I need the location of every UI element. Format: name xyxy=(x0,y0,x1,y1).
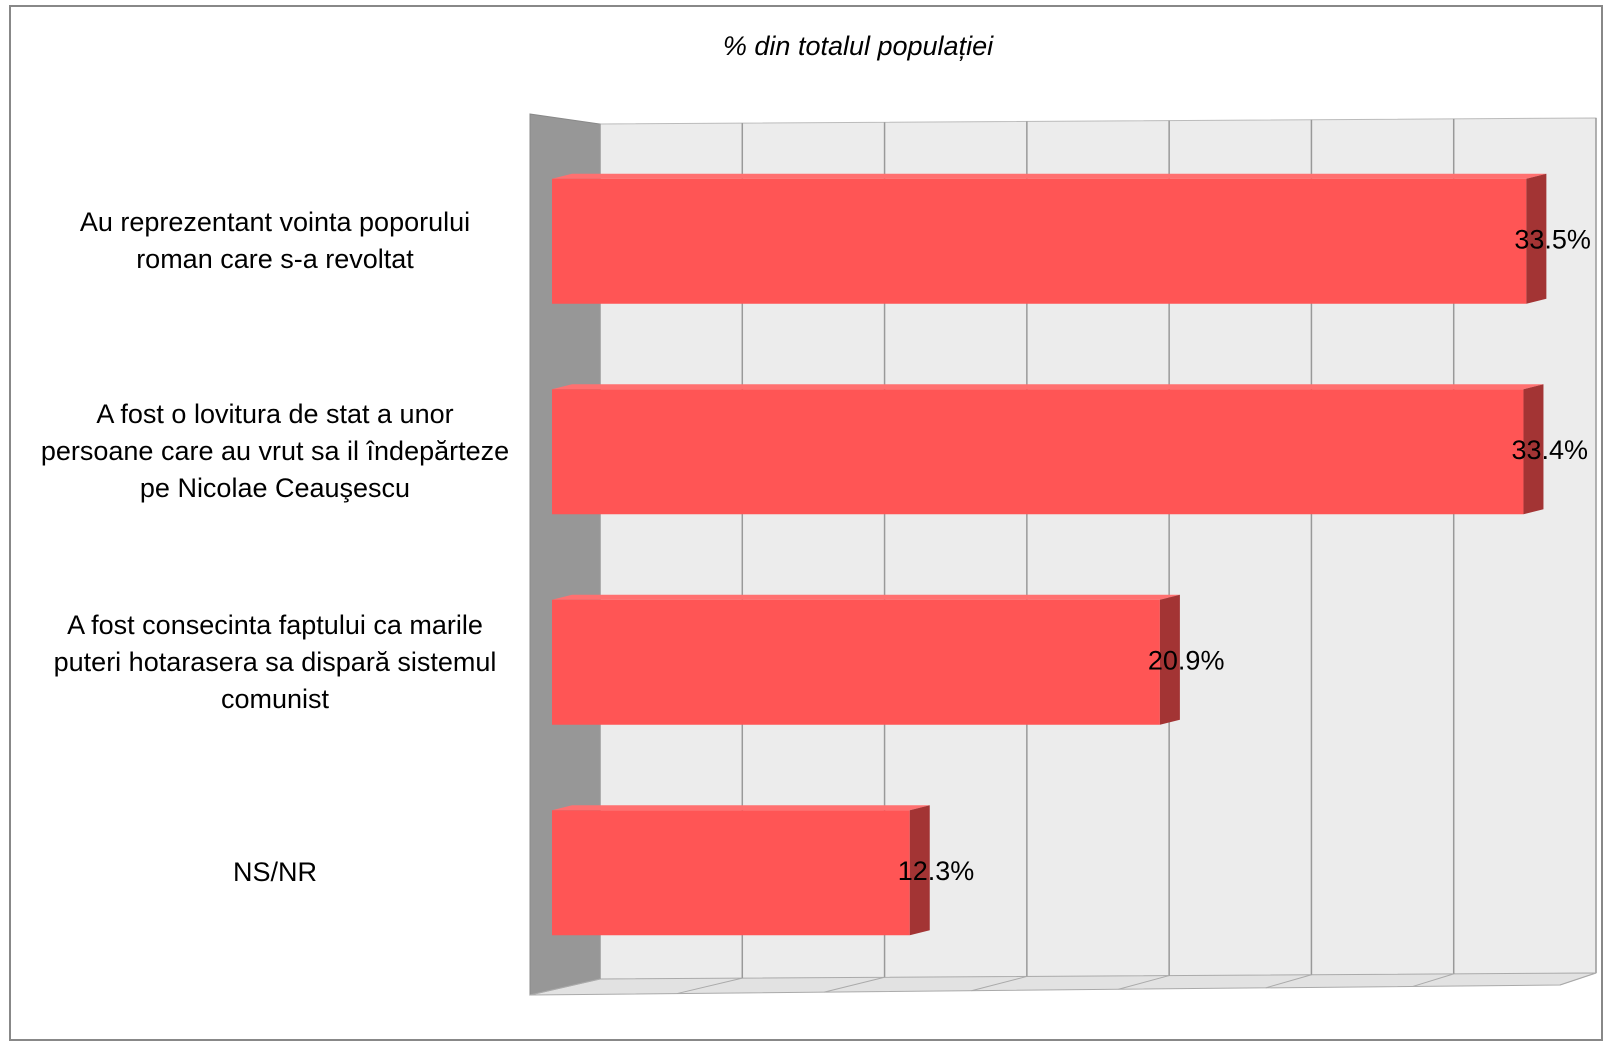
floor-grid-line xyxy=(1118,975,1170,990)
bar xyxy=(552,389,1524,515)
bar-end xyxy=(1526,173,1547,304)
y-tick-label: A fost consecinta faptului ca marile put… xyxy=(53,609,497,714)
bar xyxy=(552,178,1527,304)
floor-grid-line xyxy=(1265,974,1312,989)
value-label: 12.3% xyxy=(898,856,975,886)
floor-grid-line xyxy=(971,975,1027,992)
bar-top xyxy=(552,384,1544,390)
floor-grid-line xyxy=(529,978,601,996)
bar-end xyxy=(1159,594,1180,725)
bar xyxy=(552,810,910,936)
bar xyxy=(552,599,1160,725)
floor-grid-line xyxy=(824,976,885,993)
y-tick-label: NS/NR xyxy=(232,857,317,888)
y-tick-label: A fost o lovitura de stat a unor persoan… xyxy=(40,399,510,504)
bar-end xyxy=(1523,384,1544,515)
y-tick-label: Au reprezentant vointa poporului roman c… xyxy=(79,207,471,275)
floor-grid-line xyxy=(677,977,743,995)
bar-top xyxy=(552,173,1547,179)
value-label: 33.5% xyxy=(1514,224,1591,254)
value-label: 20.9% xyxy=(1148,645,1225,675)
value-label: 33.4% xyxy=(1511,435,1588,465)
bar-top xyxy=(552,805,930,811)
bar-end xyxy=(909,805,930,936)
floor-grid-line xyxy=(1412,973,1454,987)
chart-title: % din totalul populației xyxy=(723,31,994,61)
bar-top xyxy=(552,594,1180,600)
floor-grid-line xyxy=(1559,972,1597,986)
